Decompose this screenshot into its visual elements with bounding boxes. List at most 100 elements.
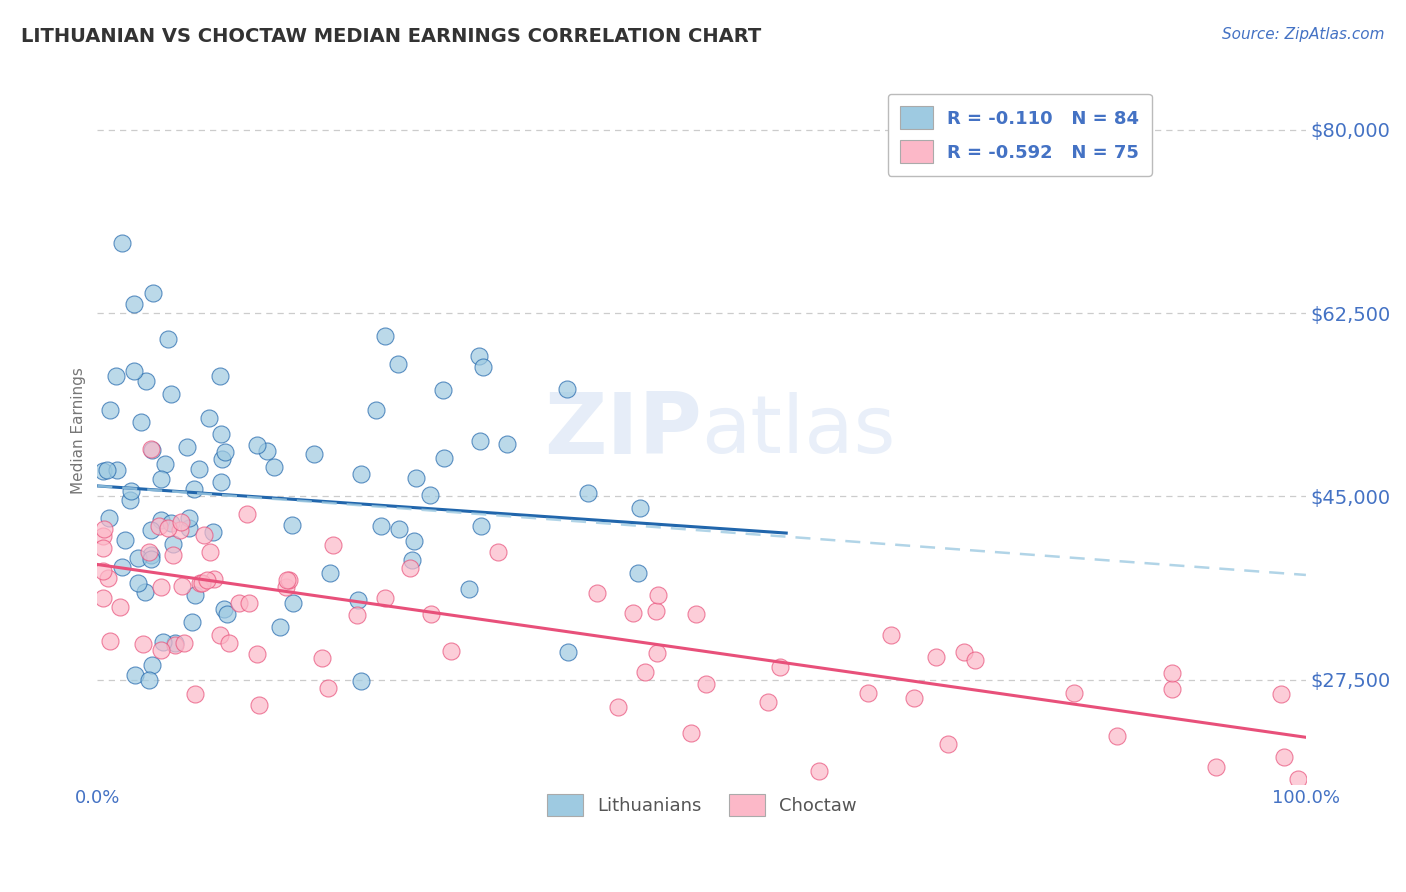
- Point: [170, 579, 193, 593]
- Point: [555, 382, 578, 396]
- Point: [93, 464, 115, 478]
- Point: [645, 604, 668, 618]
- Point: [1272, 750, 1295, 764]
- Point: [627, 566, 650, 581]
- Point: [132, 637, 155, 651]
- Point: [97, 571, 120, 585]
- Point: [108, 600, 131, 615]
- Point: [159, 516, 181, 530]
- Point: [188, 576, 211, 591]
- Point: [374, 328, 396, 343]
- Point: [96, 463, 118, 477]
- Point: [122, 297, 145, 311]
- Point: [193, 528, 215, 542]
- Point: [209, 369, 232, 384]
- Point: [124, 668, 146, 682]
- Point: [470, 519, 492, 533]
- Point: [1270, 687, 1292, 701]
- Point: [183, 483, 205, 497]
- Point: [208, 628, 231, 642]
- Point: [152, 635, 174, 649]
- Point: [183, 588, 205, 602]
- Point: [149, 513, 172, 527]
- Point: [1286, 772, 1309, 787]
- Point: [105, 463, 128, 477]
- Point: [318, 681, 340, 696]
- Point: [148, 518, 170, 533]
- Point: [256, 443, 278, 458]
- Point: [283, 596, 305, 610]
- Point: [401, 552, 423, 566]
- Point: [201, 524, 224, 539]
- Point: [695, 676, 717, 690]
- Point: [138, 545, 160, 559]
- Point: [93, 529, 115, 543]
- Point: [388, 523, 411, 537]
- Point: [129, 415, 152, 429]
- Point: [263, 459, 285, 474]
- Point: [269, 620, 291, 634]
- Point: [170, 515, 193, 529]
- Point: [576, 486, 599, 500]
- Point: [963, 652, 986, 666]
- Point: [276, 574, 298, 588]
- Point: [228, 596, 250, 610]
- Point: [157, 521, 180, 535]
- Point: [346, 608, 368, 623]
- Point: [405, 471, 427, 485]
- Point: [184, 686, 207, 700]
- Point: [141, 442, 163, 457]
- Text: Source: ZipAtlas.com: Source: ZipAtlas.com: [1222, 27, 1385, 42]
- Point: [1205, 760, 1227, 774]
- Point: [278, 573, 301, 587]
- Point: [347, 593, 370, 607]
- Point: [209, 475, 232, 490]
- Point: [633, 665, 655, 679]
- Point: [681, 726, 703, 740]
- Point: [114, 533, 136, 547]
- Point: [374, 591, 396, 606]
- Point: [153, 458, 176, 472]
- Point: [496, 437, 519, 451]
- Point: [952, 645, 974, 659]
- Point: [139, 442, 162, 457]
- Point: [177, 521, 200, 535]
- Point: [756, 695, 779, 709]
- Point: [281, 518, 304, 533]
- Point: [211, 451, 233, 466]
- Point: [159, 386, 181, 401]
- Point: [468, 434, 491, 448]
- Point: [149, 642, 172, 657]
- Point: [127, 575, 149, 590]
- Point: [180, 615, 202, 629]
- Point: [387, 357, 409, 371]
- Point: [311, 651, 333, 665]
- Point: [432, 384, 454, 398]
- Point: [246, 437, 269, 451]
- Point: [302, 447, 325, 461]
- Point: [139, 552, 162, 566]
- Point: [238, 596, 260, 610]
- Point: [142, 286, 165, 301]
- Point: [111, 559, 134, 574]
- Point: [440, 644, 463, 658]
- Point: [858, 686, 880, 700]
- Point: [645, 646, 668, 660]
- Point: [457, 582, 479, 597]
- Point: [399, 561, 422, 575]
- Point: [214, 444, 236, 458]
- Point: [433, 450, 456, 465]
- Point: [218, 636, 240, 650]
- Point: [93, 591, 115, 606]
- Point: [169, 523, 191, 537]
- Point: [157, 332, 180, 346]
- Point: [149, 580, 172, 594]
- Point: [138, 673, 160, 688]
- Point: [197, 573, 219, 587]
- Point: [557, 645, 579, 659]
- Point: [198, 410, 221, 425]
- Point: [245, 647, 267, 661]
- Point: [419, 607, 441, 621]
- Point: [162, 537, 184, 551]
- Point: [93, 564, 115, 578]
